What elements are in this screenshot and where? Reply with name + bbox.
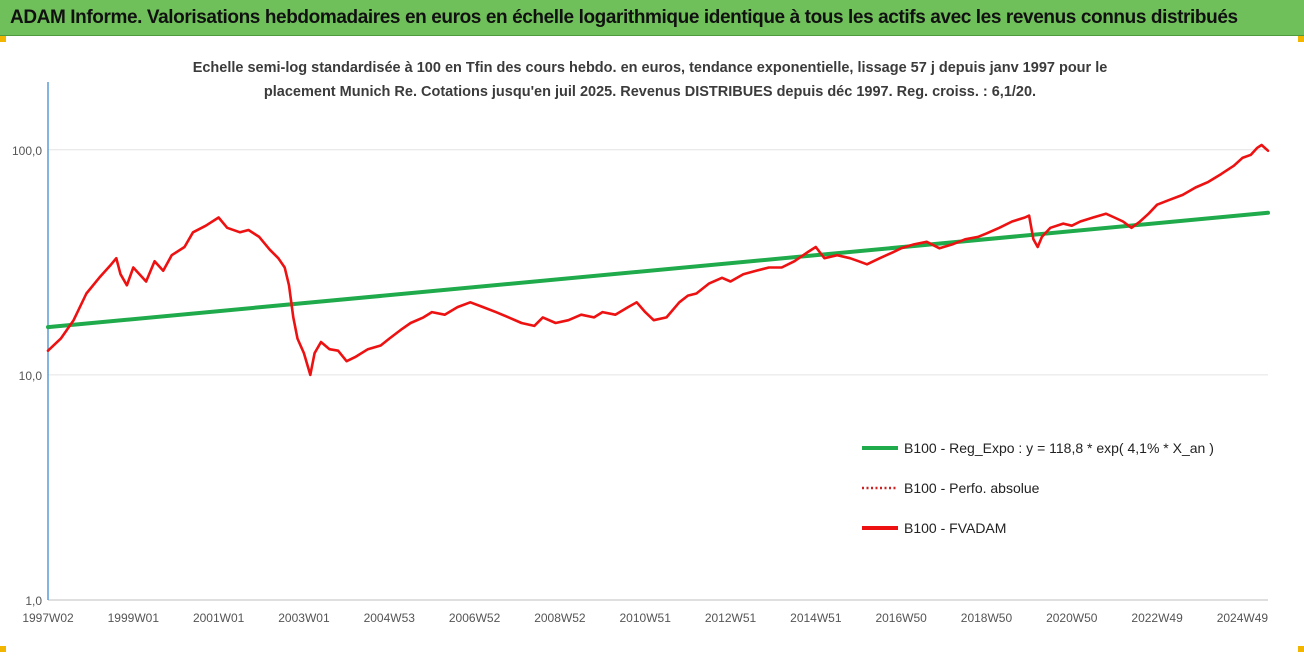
x-tick-label: 2006W52 bbox=[449, 611, 501, 625]
x-tick-label: 2014W51 bbox=[790, 611, 842, 625]
corner-marker-bottom-left bbox=[0, 646, 6, 652]
x-tick-label: 1997W02 bbox=[22, 611, 74, 625]
page-title: ADAM Informe. Valorisations hebdomadaire… bbox=[10, 7, 1238, 28]
x-tick-label: 2003W01 bbox=[278, 611, 330, 625]
legend-label-regression: B100 - Reg_Expo : y = 118,8 * exp( 4,1% … bbox=[904, 440, 1214, 456]
series-line-solid-green bbox=[46, 210, 1270, 330]
corner-marker-top-right bbox=[1298, 36, 1304, 42]
line-chart: Echelle semi-log standardisée à 100 en T… bbox=[12, 60, 1270, 625]
x-tick-label: 2020W50 bbox=[1046, 611, 1098, 625]
corner-marker-bottom-right bbox=[1298, 646, 1304, 652]
y-tick-label: 1,0 bbox=[25, 594, 42, 608]
x-tick-label: 2008W52 bbox=[534, 611, 586, 625]
chart-area: Echelle semi-log standardisée à 100 en T… bbox=[0, 36, 1304, 652]
header-bar: ADAM Informe. Valorisations hebdomadaire… bbox=[0, 0, 1304, 36]
x-tick-label: 2016W50 bbox=[875, 611, 927, 625]
x-tick-label: 2001W01 bbox=[193, 611, 245, 625]
y-tick-label: 10,0 bbox=[19, 369, 43, 383]
x-tick-label: 2024W49 bbox=[1217, 611, 1269, 625]
series-layer bbox=[46, 143, 1270, 377]
y-axis-ticks: 1,0 10,0 100,0 bbox=[12, 144, 42, 608]
chart-title-line-2: placement Munich Re. Cotations jusqu'en … bbox=[264, 84, 1036, 100]
x-tick-label: 1999W01 bbox=[108, 611, 160, 625]
x-tick-label: 2022W49 bbox=[1131, 611, 1183, 625]
series-line-solid-red bbox=[46, 143, 1270, 377]
chart-title-line-1: Echelle semi-log standardisée à 100 en T… bbox=[193, 60, 1108, 76]
legend-label-fvadam: B100 - FVADAM bbox=[904, 520, 1006, 536]
legend: B100 - Reg_Expo : y = 118,8 * exp( 4,1% … bbox=[862, 440, 1214, 536]
x-tick-label: 2018W50 bbox=[961, 611, 1013, 625]
x-axis-ticks: 1997W02 1999W01 2001W01 2003W01 2004W53 2006W… bbox=[22, 611, 1268, 625]
x-tick-label: 2004W53 bbox=[364, 611, 416, 625]
legend-label-perfo: B100 - Perfo. absolue bbox=[904, 480, 1040, 496]
gridlines bbox=[48, 149, 1268, 601]
x-tick-label: 2010W51 bbox=[620, 611, 672, 625]
y-tick-label: 100,0 bbox=[12, 144, 42, 158]
corner-marker-top-left bbox=[0, 36, 6, 42]
x-tick-label: 2012W51 bbox=[705, 611, 757, 625]
